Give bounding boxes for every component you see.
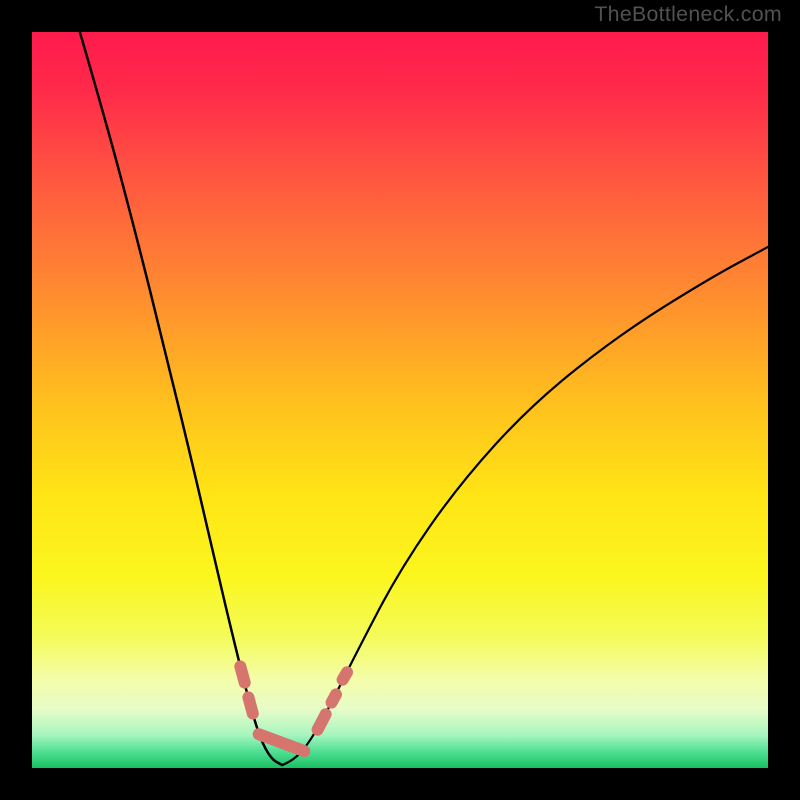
chart-container: TheBottleneck.com [0, 0, 800, 800]
watermark-text: TheBottleneck.com [594, 2, 782, 27]
bottleneck-chart [0, 0, 800, 800]
